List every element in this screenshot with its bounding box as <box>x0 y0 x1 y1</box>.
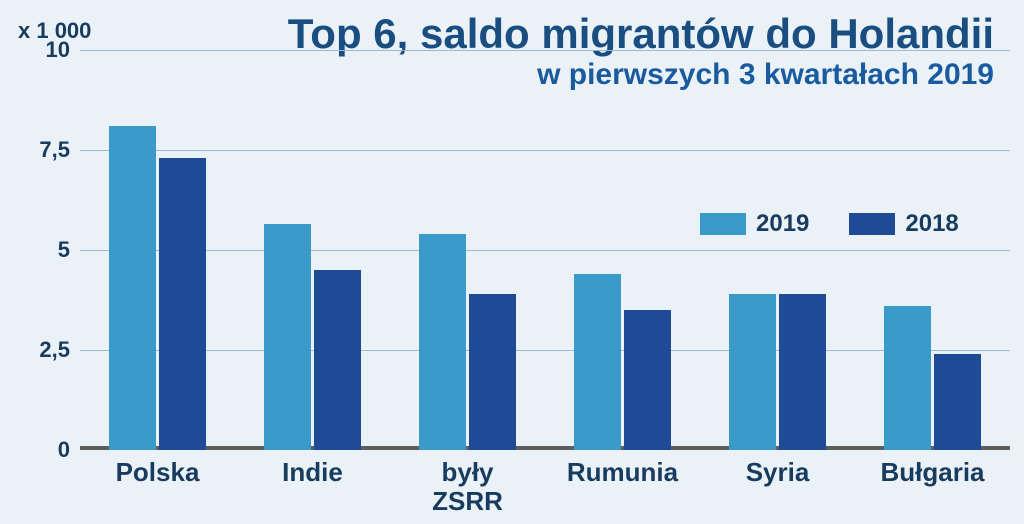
x-tick-label: Syria <box>746 458 810 487</box>
x-tick-label: Polska <box>116 458 200 487</box>
x-tick-label: byłyZSRR <box>432 458 503 515</box>
x-tick-label: Rumunia <box>567 458 678 487</box>
y-tick-label: 2,5 <box>30 337 70 363</box>
grid-line <box>80 150 1010 151</box>
legend-swatch <box>849 213 895 235</box>
y-tick-label: 0 <box>30 437 70 463</box>
bar-2018 <box>469 294 516 450</box>
bar-2018 <box>934 354 981 450</box>
grid-line <box>80 50 1010 51</box>
bar-2019 <box>109 126 156 450</box>
legend-item: 2019 <box>700 210 809 238</box>
y-tick-label: 7,5 <box>30 137 70 163</box>
bar-2019 <box>884 306 931 450</box>
legend-label: 2019 <box>756 210 809 238</box>
legend-label: 2018 <box>905 210 958 238</box>
bar-2019 <box>264 224 311 450</box>
y-tick-label: 5 <box>30 237 70 263</box>
x-tick-label: Indie <box>282 458 343 487</box>
legend: 2019 2018 <box>700 210 959 238</box>
y-tick-label: 10 <box>30 37 70 63</box>
bar-2018 <box>779 294 826 450</box>
legend-swatch <box>700 213 746 235</box>
plot-area <box>80 50 1010 450</box>
chart-container: x 1 000 Top 6, saldo migrantów do Holand… <box>0 0 1024 524</box>
bar-2018 <box>624 310 671 450</box>
grid-line <box>80 350 1010 351</box>
bar-2018 <box>159 158 206 450</box>
grid-line <box>80 250 1010 251</box>
x-axis-line <box>80 446 1010 450</box>
x-tick-label: Bułgaria <box>880 458 984 487</box>
bar-2018 <box>314 270 361 450</box>
legend-item: 2018 <box>849 210 958 238</box>
bar-2019 <box>419 234 466 450</box>
bar-2019 <box>729 294 776 450</box>
bar-2019 <box>574 274 621 450</box>
